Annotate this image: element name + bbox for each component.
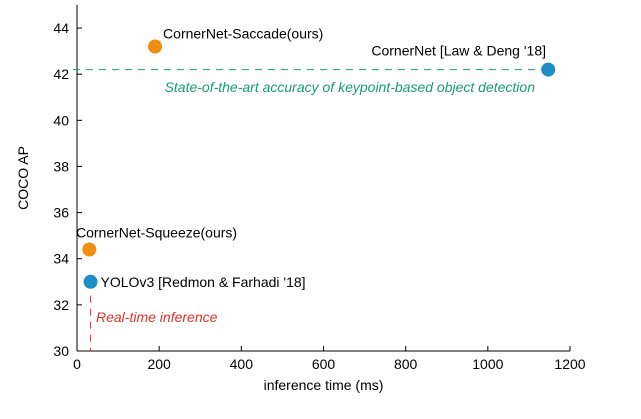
y-tick-label: 42 <box>53 66 69 82</box>
axes: 0 200 400 600 800 1000 1200 30 32 34 36 38 40 42 44 <box>53 5 586 372</box>
data-point-label: CornerNet [Law & Deng '18] <box>371 43 546 59</box>
data-point-label: YOLOv3 [Redmon & Farhadi '18] <box>101 274 306 290</box>
data-points: CornerNet-Saccade(ours) CornerNet [Law & … <box>76 26 556 290</box>
y-tick-label: 30 <box>53 343 69 359</box>
x-tick-label: 1000 <box>472 356 503 372</box>
reference-lines: State-of-the-art accuracy of keypoint-ba… <box>72 69 550 351</box>
data-point <box>148 39 163 54</box>
y-tick-label: 40 <box>53 112 69 128</box>
data-point-label: CornerNet-Saccade(ours) <box>163 26 323 42</box>
data-point <box>541 62 556 77</box>
sota-annotation: State-of-the-art accuracy of keypoint-ba… <box>165 79 536 95</box>
y-tick-label: 32 <box>53 297 69 313</box>
x-tick-label: 800 <box>394 356 418 372</box>
y-tick-label: 44 <box>53 20 69 36</box>
x-tick-label: 200 <box>147 356 171 372</box>
y-tick-label: 38 <box>53 158 69 174</box>
x-tick-label: 600 <box>312 356 336 372</box>
y-tick-label: 34 <box>53 251 69 267</box>
y-tick-label: 36 <box>53 205 69 221</box>
x-tick-label: 1200 <box>554 356 585 372</box>
x-tick-label: 400 <box>230 356 254 372</box>
realtime-annotation: Real-time inference <box>96 309 218 325</box>
data-point <box>82 242 97 257</box>
x-axis-title: inference time (ms) <box>264 377 384 393</box>
y-axis-title: COCO AP <box>15 146 31 210</box>
data-point <box>83 274 98 289</box>
data-point-label: CornerNet-Squeeze(ours) <box>76 225 237 241</box>
x-tick-label: 0 <box>73 356 81 372</box>
